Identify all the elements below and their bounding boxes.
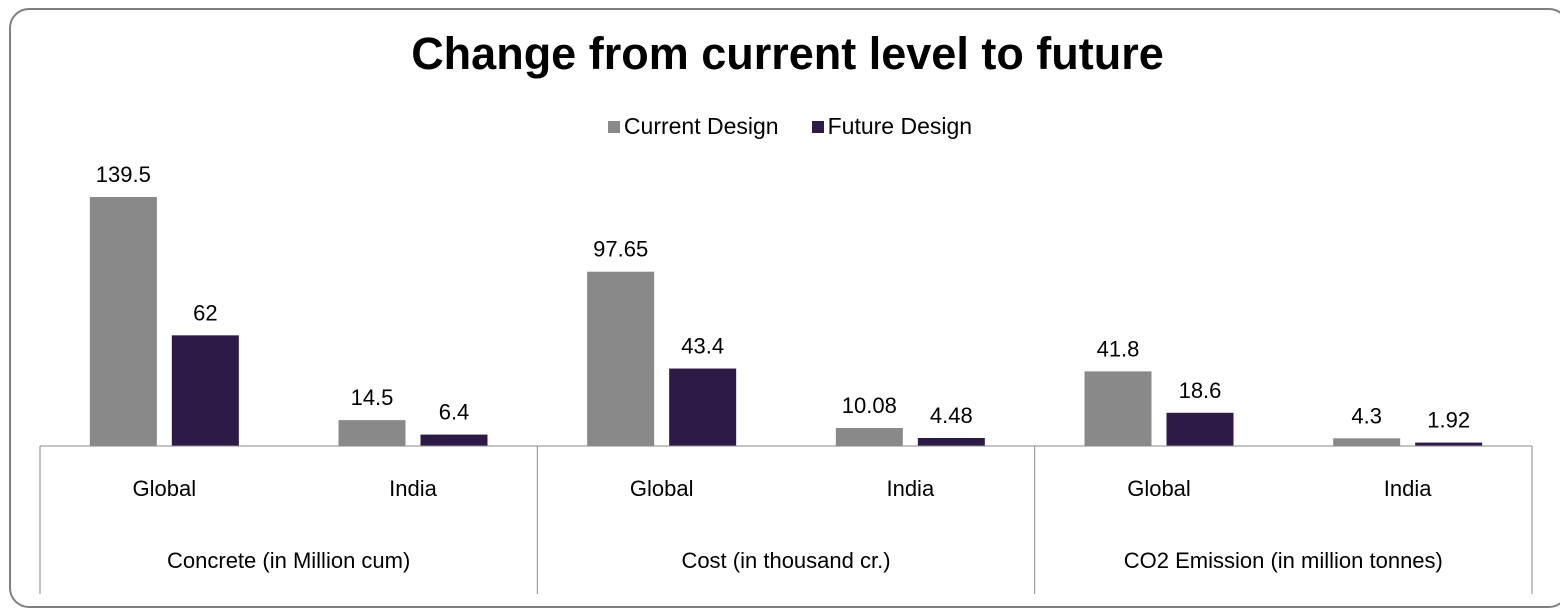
bar-current-4 — [1084, 371, 1152, 446]
data-label-current-5: 4.3 — [1351, 403, 1382, 428]
legend-swatch-future — [811, 120, 824, 133]
bar-future-1 — [420, 434, 488, 446]
data-label-future-5: 1.92 — [1427, 408, 1470, 433]
category-label-0: Global — [133, 476, 197, 501]
legend-label-future: Future Design — [827, 113, 973, 139]
category-label-3: India — [886, 476, 934, 501]
data-label-current-0: 139.5 — [96, 162, 151, 187]
legend-item-current: Current Design — [607, 113, 779, 140]
legend-swatch-current — [607, 120, 620, 133]
legend-label-current: Current Design — [623, 113, 779, 139]
data-label-current-2: 97.65 — [593, 237, 648, 262]
chart-frame — [9, 8, 1560, 608]
category-label-5: India — [1384, 476, 1432, 501]
data-label-future-2: 43.4 — [681, 334, 724, 359]
data-label-future-4: 18.6 — [1179, 378, 1222, 403]
bar-future-2 — [669, 368, 737, 446]
data-label-future-3: 4.48 — [930, 403, 973, 428]
bar-future-0 — [171, 335, 239, 446]
category-label-4: Global — [1127, 476, 1191, 501]
bar-current-2 — [587, 271, 655, 446]
data-label-current-4: 41.8 — [1097, 336, 1140, 361]
bar-current-3 — [835, 428, 903, 446]
bar-current-5 — [1333, 438, 1401, 446]
bar-current-0 — [89, 197, 157, 446]
group-label-0: Concrete (in Million cum) — [167, 548, 410, 573]
legend-item-future: Future Design — [811, 113, 973, 140]
category-label-2: Global — [630, 476, 694, 501]
data-label-current-3: 10.08 — [842, 393, 897, 418]
bar-current-1 — [338, 420, 406, 446]
bar-future-5 — [1415, 442, 1483, 446]
bar-future-3 — [917, 438, 985, 446]
category-label-1: India — [389, 476, 437, 501]
chart-legend: Current Design Future Design — [0, 113, 1560, 140]
group-label-2: CO2 Emission (in million tonnes) — [1124, 548, 1443, 573]
chart-title: Change from current level to future — [411, 28, 1164, 79]
data-label-future-0: 62 — [193, 300, 217, 325]
chart-plot: 139.5 62 14.5 6.4 97.65 43.4 10.08 4.48 41.8 18.6… — [39, 162, 1533, 594]
group-label-1: Cost (in thousand cr.) — [681, 548, 890, 573]
bar-future-4 — [1166, 412, 1234, 446]
data-label-current-1: 14.5 — [351, 385, 394, 410]
data-label-future-1: 6.4 — [439, 400, 470, 425]
